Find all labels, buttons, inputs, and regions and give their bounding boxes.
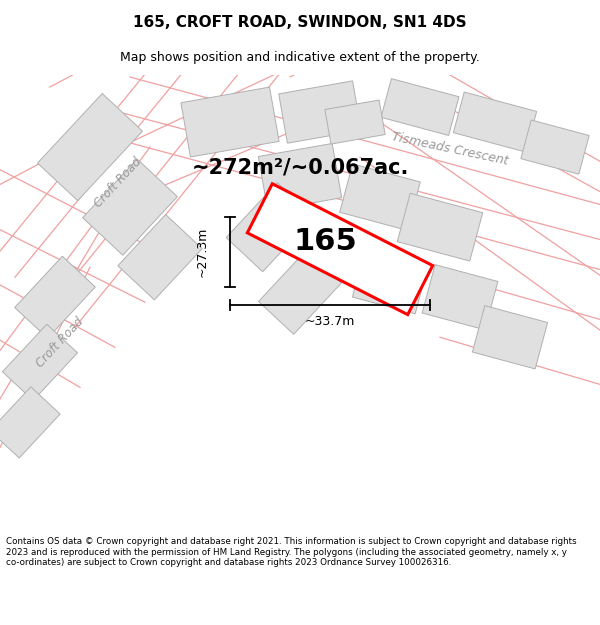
Text: 165, CROFT ROAD, SWINDON, SN1 4DS: 165, CROFT ROAD, SWINDON, SN1 4DS (133, 16, 467, 31)
Polygon shape (14, 256, 95, 338)
Polygon shape (325, 100, 385, 144)
Text: Croft Road: Croft Road (92, 154, 144, 209)
Polygon shape (37, 94, 143, 201)
Text: Contains OS data © Crown copyright and database right 2021. This information is : Contains OS data © Crown copyright and d… (6, 538, 577, 568)
Polygon shape (352, 251, 428, 314)
Text: Tismeads Crescent: Tismeads Crescent (391, 131, 509, 168)
Polygon shape (340, 164, 420, 231)
Text: ~272m²/~0.067ac.: ~272m²/~0.067ac. (191, 157, 409, 177)
Polygon shape (259, 250, 341, 334)
Polygon shape (258, 144, 342, 211)
Polygon shape (2, 324, 77, 401)
Polygon shape (397, 193, 482, 261)
Polygon shape (181, 87, 279, 157)
Polygon shape (83, 159, 178, 255)
Polygon shape (381, 79, 459, 136)
Polygon shape (118, 214, 202, 300)
Text: 165: 165 (293, 227, 357, 256)
Polygon shape (0, 387, 60, 458)
Text: Map shows position and indicative extent of the property.: Map shows position and indicative extent… (120, 51, 480, 64)
Text: ~33.7m: ~33.7m (305, 315, 355, 328)
Text: Croft Road: Croft Road (34, 315, 86, 370)
Polygon shape (422, 264, 498, 330)
Polygon shape (472, 306, 548, 369)
Polygon shape (454, 92, 536, 152)
Polygon shape (279, 81, 361, 143)
Polygon shape (226, 182, 314, 272)
Polygon shape (521, 120, 589, 174)
Polygon shape (247, 184, 433, 314)
Text: ~27.3m: ~27.3m (196, 227, 209, 278)
